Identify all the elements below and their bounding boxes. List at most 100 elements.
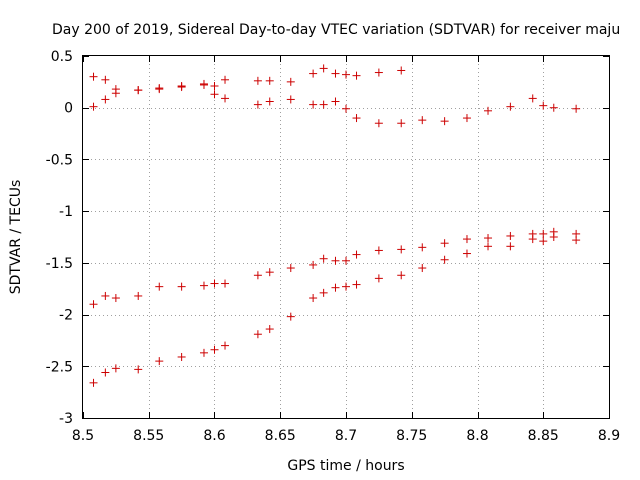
data-point — [101, 75, 110, 84]
data-point — [462, 235, 471, 244]
data-point — [309, 260, 318, 269]
data-point — [89, 300, 98, 309]
data-point — [89, 102, 98, 111]
data-point — [484, 106, 493, 115]
data-point — [374, 68, 383, 77]
data-point — [221, 75, 230, 84]
data-point — [134, 291, 143, 300]
data-point — [352, 71, 361, 80]
data-point — [331, 256, 340, 265]
data-point — [484, 242, 493, 251]
data-point — [462, 114, 471, 123]
data-point — [539, 229, 548, 238]
y-tick-label: -3 — [59, 411, 73, 427]
data-point — [440, 255, 449, 264]
data-point — [111, 364, 120, 373]
data-point — [528, 235, 537, 244]
data-point — [111, 294, 120, 303]
data-point — [265, 268, 274, 277]
data-point — [286, 77, 295, 86]
y-tick-label: -1.5 — [46, 256, 73, 272]
x-tick-label: 8.8 — [466, 428, 488, 444]
data-point — [331, 97, 340, 106]
data-point — [265, 76, 274, 85]
data-point — [342, 104, 350, 113]
data-point — [440, 239, 449, 248]
data-point — [374, 274, 383, 283]
data-point — [101, 291, 110, 300]
data-point — [319, 254, 328, 263]
x-tick-label: 8.75 — [396, 428, 427, 444]
data-point — [89, 378, 98, 387]
data-point — [199, 281, 208, 290]
data-point — [352, 114, 361, 123]
data-point — [309, 294, 318, 303]
data-point — [286, 312, 295, 321]
data-point — [397, 245, 406, 254]
data-point — [342, 282, 350, 291]
data-point — [253, 100, 262, 109]
data-point — [265, 325, 274, 334]
x-tick-labels: 8.5 8.55 8.6 8.65 8.7 8.75 8.8 8.85 8.9 — [72, 428, 620, 444]
data-point — [155, 357, 164, 366]
data-point — [440, 117, 449, 126]
data-point — [210, 90, 219, 99]
data-point — [319, 100, 328, 109]
data-point — [134, 365, 143, 374]
data-point — [572, 236, 581, 245]
data-point — [352, 280, 361, 289]
x-tick-label: 8.9 — [598, 428, 620, 444]
data-point — [549, 233, 558, 241]
data-point — [319, 64, 328, 73]
data-point — [418, 264, 427, 273]
data-point — [221, 279, 230, 288]
data-point — [177, 352, 186, 361]
data-point — [177, 81, 186, 90]
plot-frame — [82, 55, 610, 419]
data-point — [309, 100, 318, 109]
data-point — [210, 345, 219, 354]
data-point — [155, 282, 164, 291]
data-point — [374, 246, 383, 255]
data-point — [177, 282, 186, 291]
data-point — [484, 234, 493, 243]
data-point — [418, 116, 427, 125]
data-point — [549, 103, 558, 112]
data-point — [309, 69, 318, 78]
data-point — [286, 95, 295, 104]
x-axis-label: GPS time / hours — [287, 458, 404, 474]
data-point — [506, 242, 515, 251]
data-points — [89, 64, 581, 387]
x-tick-label: 8.55 — [133, 428, 164, 444]
data-point — [331, 69, 340, 78]
data-point — [221, 341, 230, 350]
data-point — [506, 102, 515, 111]
y-tick-label: 0.5 — [51, 49, 73, 65]
x-tick-label: 8.65 — [265, 428, 296, 444]
data-point — [199, 79, 208, 88]
chart-title: Day 200 of 2019, Sidereal Day-to-day VTE… — [52, 22, 620, 38]
data-point — [462, 249, 471, 258]
data-point — [221, 94, 230, 103]
data-point — [265, 97, 274, 106]
data-point — [397, 119, 406, 128]
y-tick-label: -0.5 — [46, 152, 73, 168]
y-tick-labels: -3 -2.5 -2 -1.5 -1 -0.5 0 0.5 — [46, 49, 73, 427]
data-point — [253, 271, 262, 280]
data-point — [572, 104, 581, 113]
data-point — [210, 279, 219, 288]
data-point — [331, 283, 340, 292]
x-tick-label: 8.85 — [528, 428, 559, 444]
data-point — [319, 288, 328, 297]
data-point — [155, 85, 164, 94]
y-tick-label: -2 — [59, 308, 73, 324]
data-point — [506, 231, 515, 240]
data-point — [101, 95, 110, 104]
y-tick-label: -1 — [59, 204, 73, 220]
y-axis-label: SDTVAR / TECUs — [8, 180, 24, 295]
data-point — [397, 271, 406, 280]
axis-ticks — [83, 56, 610, 419]
data-point — [342, 256, 350, 265]
data-point — [286, 264, 295, 273]
